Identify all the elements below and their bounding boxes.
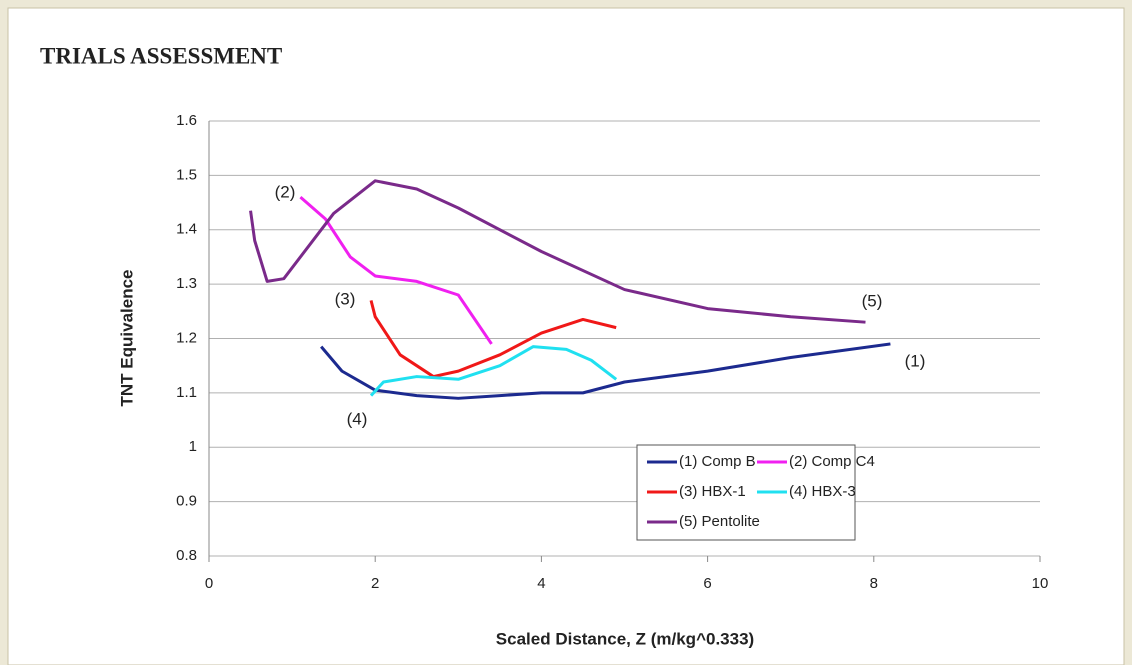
x-tick-label: 6 [703,575,711,592]
x-tick-label: 2 [371,575,379,592]
series-line [249,179,866,324]
x-tick-label: 8 [870,575,878,592]
y-tick-label: 1.2 [176,329,197,346]
legend-label: (3) HBX-1 [679,483,746,500]
annotation: (5) [862,291,883,310]
x-tick-label: 4 [537,575,545,592]
series-line [299,195,493,345]
y-tick-label: 1.5 [176,166,197,183]
legend-label: (1) Comp B [679,453,756,470]
y-tick-label: 0.9 [176,493,197,510]
series-line [320,342,891,400]
y-axis-label: TNT Equivalence [117,270,136,407]
x-axis-label: Scaled Distance, Z (m/kg^0.333) [496,629,754,648]
y-tick-label: 1.6 [176,112,197,129]
annotation: (2) [275,182,296,201]
y-tick-label: 1 [189,438,197,455]
y-tick-label: 1.4 [176,221,197,238]
chart-title: TRIALS ASSESSMENT [40,43,282,68]
series-line [369,300,617,379]
y-tick-label: 1.1 [176,384,197,401]
y-tick-label: 1.3 [176,275,197,292]
annotation: (3) [335,289,356,308]
x-tick-label: 0 [205,575,213,592]
series-line [369,345,618,397]
legend-label: (2) Comp C4 [789,453,875,470]
x-tick-label: 10 [1032,575,1049,592]
annotation: (1) [905,351,926,370]
y-tick-label: 0.8 [176,547,197,564]
legend-label: (4) HBX-3 [789,483,856,500]
legend-label: (5) Pentolite [679,513,760,530]
annotation: (4) [347,409,368,428]
